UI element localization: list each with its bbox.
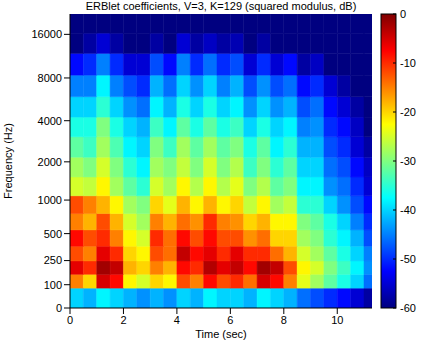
svg-text:6: 6 <box>227 314 233 326</box>
svg-text:-20: -20 <box>400 106 416 118</box>
svg-text:-10: -10 <box>400 57 416 69</box>
svg-text:-30: -30 <box>400 155 416 167</box>
svg-text:250: 250 <box>44 254 62 266</box>
svg-text:2000: 2000 <box>38 156 62 168</box>
svg-text:0: 0 <box>400 8 406 20</box>
svg-text:500: 500 <box>44 228 62 240</box>
svg-text:4: 4 <box>174 314 180 326</box>
svg-text:8: 8 <box>281 314 287 326</box>
svg-text:4000: 4000 <box>38 115 62 127</box>
svg-text:0: 0 <box>56 302 62 314</box>
svg-text:8000: 8000 <box>38 72 62 84</box>
svg-text:-50: -50 <box>400 253 416 265</box>
svg-text:0: 0 <box>67 314 73 326</box>
svg-text:Frequency (Hz): Frequency (Hz) <box>2 123 14 199</box>
svg-text:2: 2 <box>120 314 126 326</box>
svg-text:10: 10 <box>331 314 343 326</box>
svg-text:1000: 1000 <box>38 194 62 206</box>
html-text:ERBlet coefficients, V=3, K=12: ERBlet coefficients, V=3, K=129 (squared… <box>85 0 357 12</box>
svg-text:16000: 16000 <box>31 28 62 40</box>
svg-text:Time (sec): Time (sec) <box>195 328 247 340</box>
svg-text:100: 100 <box>44 279 62 291</box>
svg-text:-40: -40 <box>400 204 416 216</box>
svg-text:-60: -60 <box>400 302 416 314</box>
